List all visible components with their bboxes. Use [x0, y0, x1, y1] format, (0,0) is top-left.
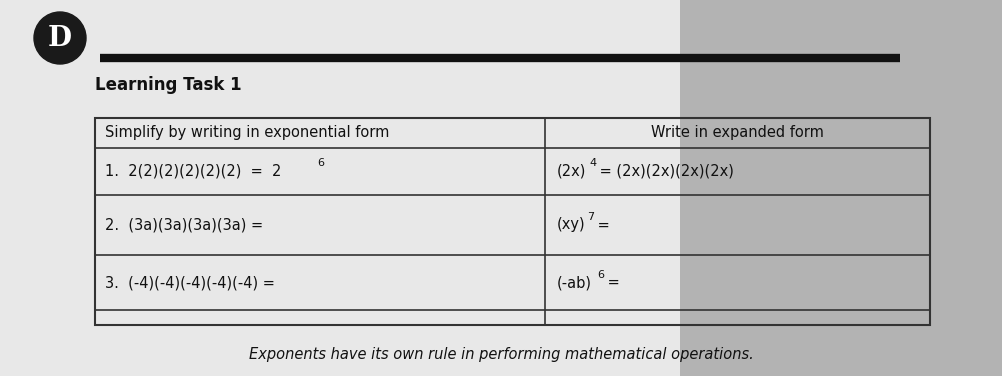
Text: 3.  (-4)(-4)(-4)(-4)(-4) =: 3. (-4)(-4)(-4)(-4)(-4) =: [105, 275, 275, 290]
Text: = (2x)(2x)(2x)(2x): = (2x)(2x)(2x)(2x): [595, 164, 733, 179]
Circle shape: [34, 12, 86, 64]
Text: (2x): (2x): [557, 164, 586, 179]
Bar: [680, 0, 1002, 376]
Text: =: =: [603, 275, 620, 290]
Text: Write in expanded form: Write in expanded form: [651, 126, 824, 141]
Text: 6: 6: [317, 159, 324, 168]
Text: (-ab): (-ab): [557, 275, 592, 290]
Text: Simplify by writing in exponential form: Simplify by writing in exponential form: [105, 126, 390, 141]
Text: Learning Task 1: Learning Task 1: [95, 76, 241, 94]
Text: =: =: [593, 217, 610, 232]
Text: D: D: [48, 24, 72, 52]
Text: 1.  2(2)(2)(2)(2)(2)  =  2: 1. 2(2)(2)(2)(2)(2) = 2: [105, 164, 282, 179]
Text: 4: 4: [589, 159, 596, 168]
Text: 2.  (3a)(3a)(3a)(3a) =: 2. (3a)(3a)(3a)(3a) =: [105, 217, 264, 232]
Text: (xy): (xy): [557, 217, 585, 232]
Bar: [95, 118, 930, 325]
Text: 7: 7: [587, 212, 594, 222]
Text: 6: 6: [597, 270, 604, 279]
Text: Exponents have its own rule in performing mathematical operations.: Exponents have its own rule in performin…: [248, 347, 754, 362]
